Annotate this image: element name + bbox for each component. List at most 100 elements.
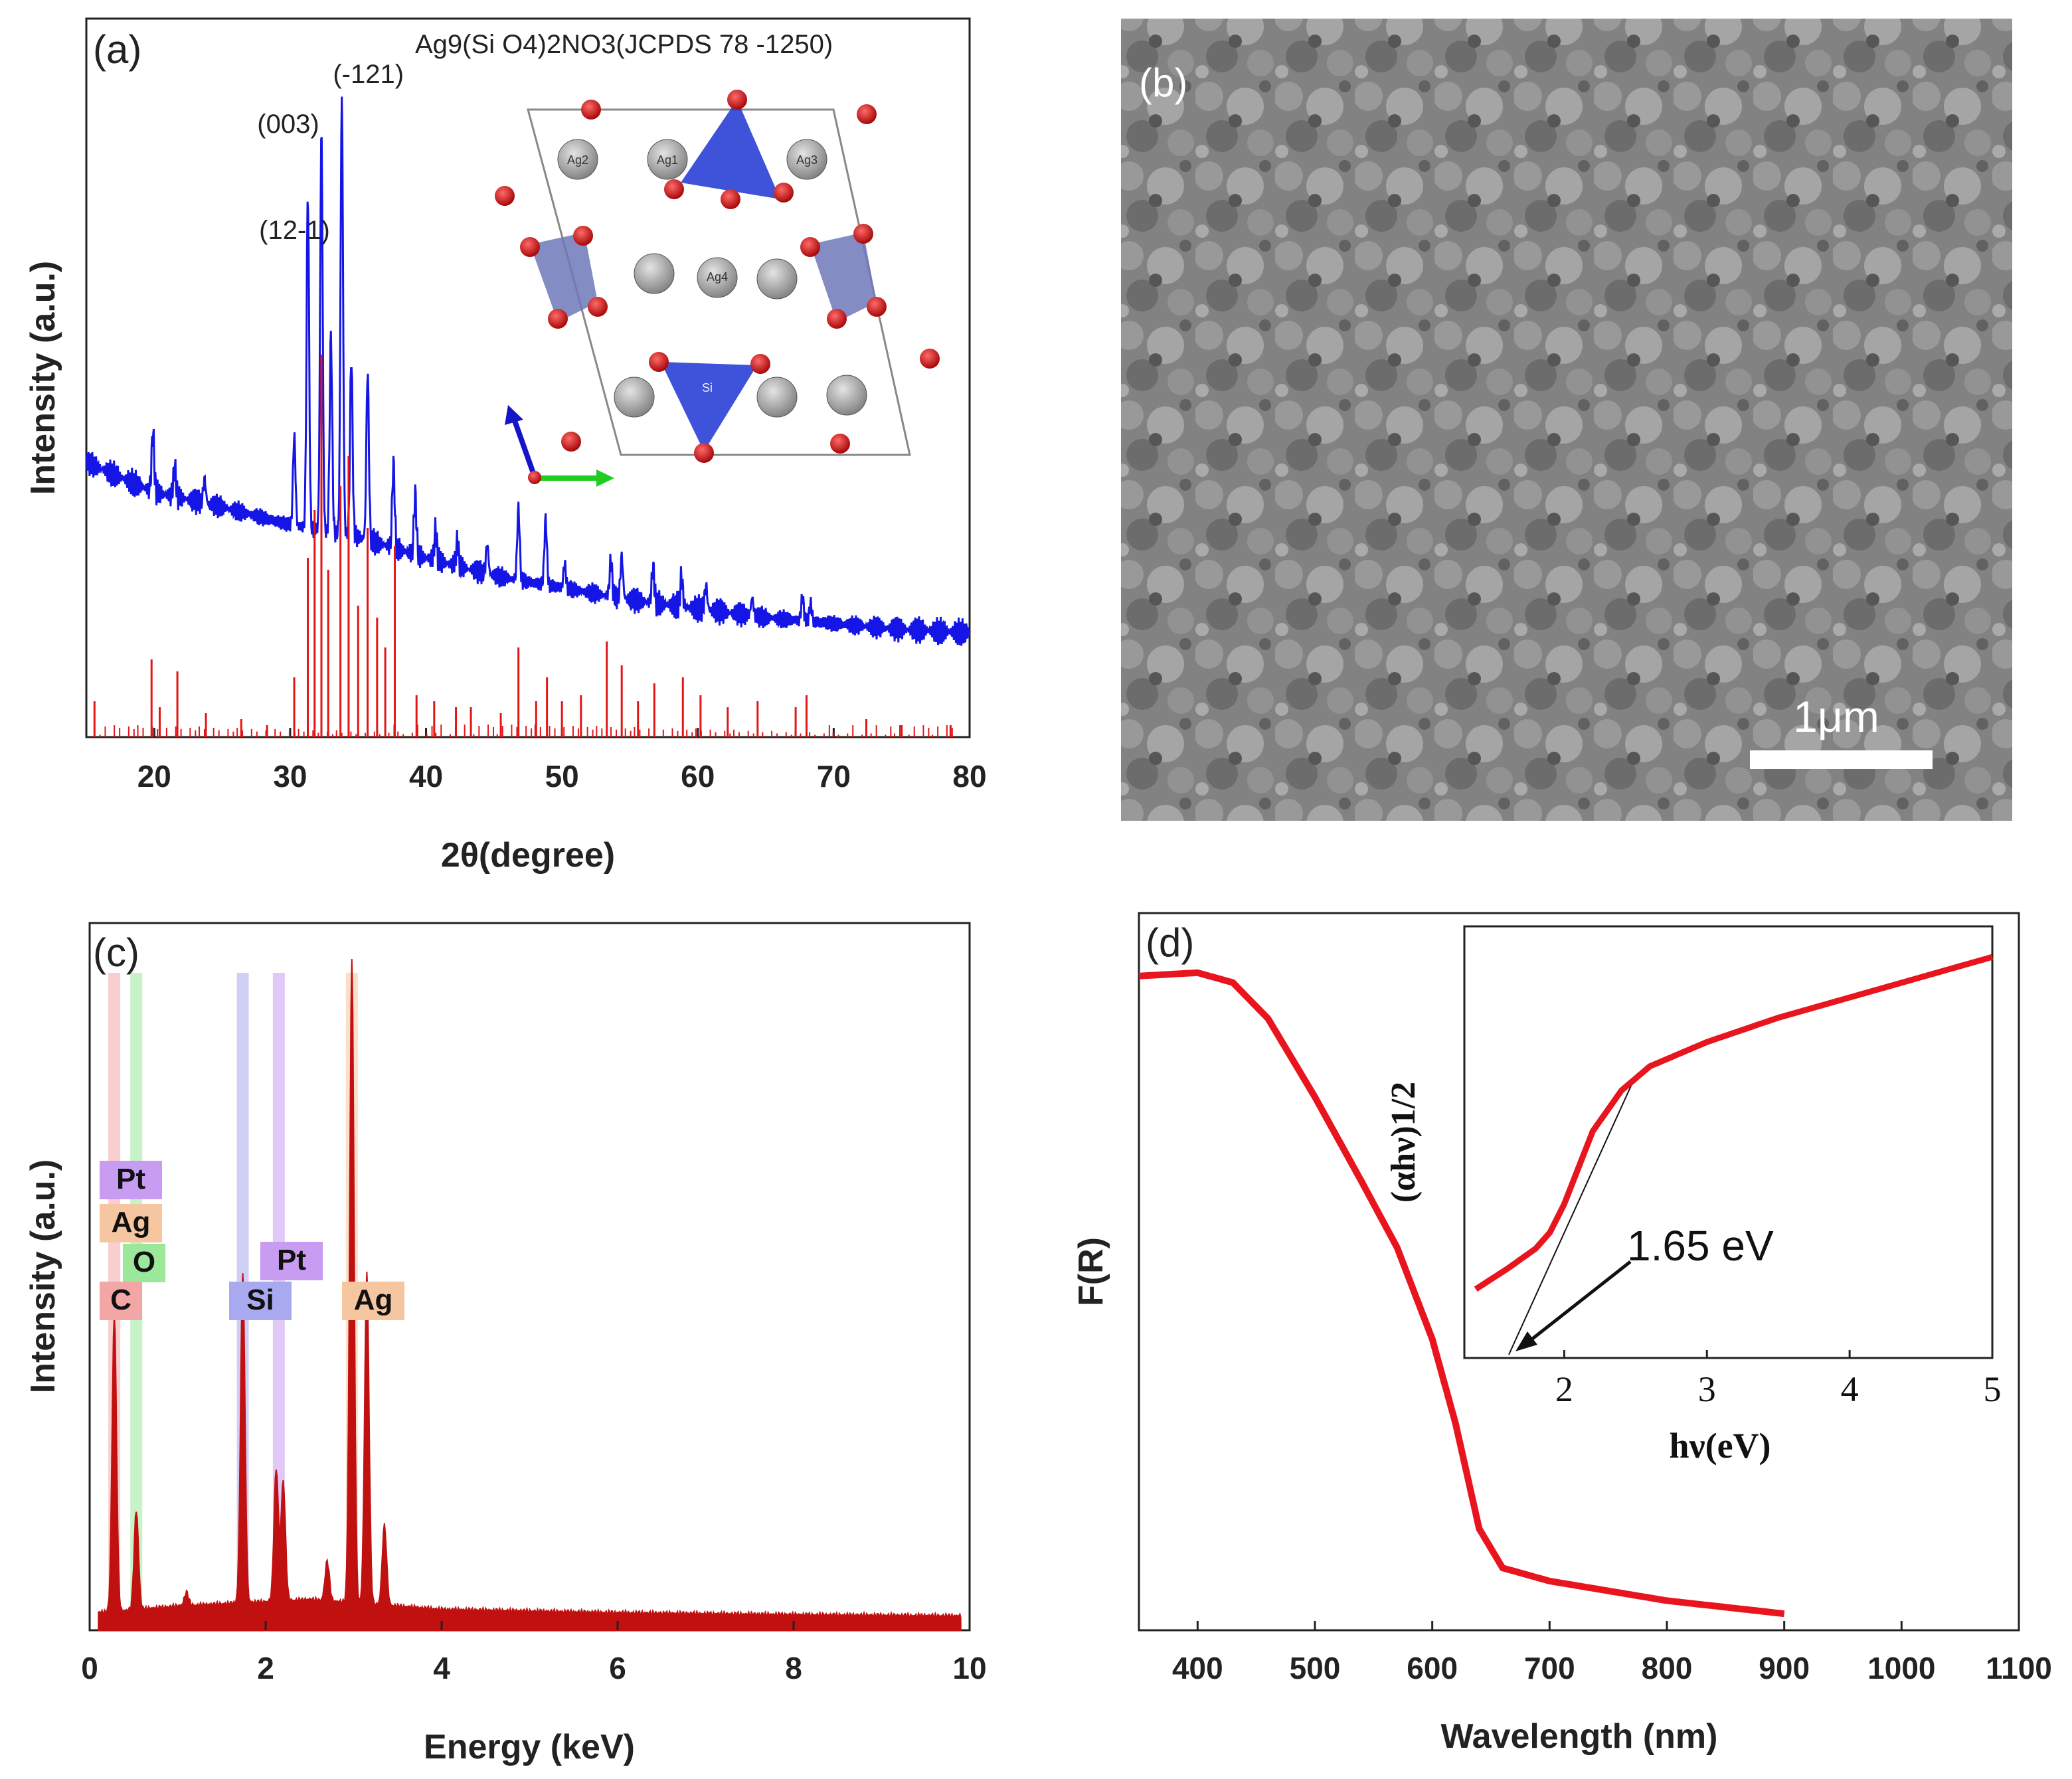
si-tetrahedron-right <box>810 232 877 322</box>
axis-b-arrowhead <box>596 469 614 487</box>
inset-annotation: 1.65 eV <box>1627 1222 1774 1270</box>
o-atom-4 <box>664 179 684 199</box>
panel-a-x-tick-label-70: 70 <box>817 759 851 794</box>
ag-atom-7 <box>756 377 798 418</box>
panel-c-x-tick-label-0: 0 <box>81 1651 98 1685</box>
o-atom-2 <box>857 104 877 124</box>
inset-x-ticks: 2 3 4 5 <box>1555 1350 2002 1409</box>
sem-scale-bar <box>1750 750 1933 769</box>
o-atom-9 <box>548 309 568 329</box>
panel-c-x-title: Energy (keV) <box>424 1728 635 1766</box>
o-atom-7 <box>520 237 540 257</box>
inset-tick-label-5: 5 <box>1984 1369 2002 1409</box>
panel-a-x-title: 2θ(degree) <box>441 836 615 875</box>
panel-a-tag: (a) <box>93 27 141 72</box>
atom-label-ag4: Ag4 <box>707 270 728 284</box>
o-atom-20 <box>920 349 940 369</box>
panel-a: 20 30 40 50 60 70 80 (12-1) (003) (-121) (a) Ag9… <box>24 17 987 875</box>
panel-d-x-tick-label-600: 600 <box>1407 1651 1458 1685</box>
axis-a-arrowhead <box>505 405 523 425</box>
element-label-box-0 <box>100 1161 162 1199</box>
ag-atom-5 <box>756 258 798 299</box>
panel-a-x-tick-label-40: 40 <box>409 759 443 794</box>
inset-y-title: (αhν)1/2 <box>1385 1082 1423 1203</box>
element-label-4: Si <box>246 1284 274 1316</box>
atom-label-ag3: Ag3 <box>796 153 818 167</box>
panel-d-x-tick-label-400: 400 <box>1172 1651 1223 1685</box>
inset-frame <box>1463 925 1994 1359</box>
o-atom-15 <box>649 352 669 372</box>
inset-tick-label-2: 2 <box>1555 1369 1573 1409</box>
panel-d-x-tick-label-1100: 1100 <box>1986 1651 2052 1685</box>
panel-d-x-title: Wavelength (nm) <box>1441 1717 1718 1756</box>
inset-curve <box>1474 954 1994 1292</box>
si-tetrahedron-top <box>681 100 780 199</box>
panel-a-x-tick-label-80: 80 <box>952 759 986 794</box>
ag-atom-3 <box>634 253 675 294</box>
axis-origin <box>528 471 541 484</box>
atom-label-ag1: Ag1 <box>657 153 678 167</box>
panel-a-frame <box>85 17 971 738</box>
o-atom-1 <box>727 90 747 110</box>
panel-d-x-tick-label-800: 800 <box>1642 1651 1693 1685</box>
element-label-3: C <box>110 1284 131 1316</box>
panel-c-frame <box>88 922 971 1632</box>
ag-atom-0 <box>557 139 598 180</box>
peak-label-0: (12-1) <box>259 216 330 245</box>
o-atoms <box>495 90 940 463</box>
panel-a-x-tick-label-50: 50 <box>545 759 579 794</box>
crystal-structure-inset: Ag2 Ag1 Ag3 Ag4 Si <box>495 90 940 487</box>
sem-shadow <box>1121 19 2012 821</box>
element-label-1: Ag <box>112 1206 151 1238</box>
ag-atom-8 <box>826 375 867 416</box>
element-label-0: Pt <box>116 1163 145 1195</box>
panel-a-x-tick-label-30: 30 <box>273 759 307 794</box>
ag-atom-2 <box>786 139 827 180</box>
element-label-6: Ag <box>354 1284 393 1316</box>
panel-b-tag: (b) <box>1139 60 1187 105</box>
panel-a-y-title: Intensity (a.u.) <box>24 261 62 495</box>
inset-tangent-line <box>1508 1076 1636 1355</box>
element-label-box-6 <box>342 1282 404 1320</box>
panel-c-x-tick-label-6: 6 <box>609 1651 626 1685</box>
sem-scale-label: 1μm <box>1793 692 1879 741</box>
si-tetrahedron-bottom <box>661 362 757 452</box>
atom-label-ag2: Ag2 <box>567 153 588 167</box>
panel-c-y-title: Intensity (a.u.) <box>24 1159 62 1393</box>
panel-d-x-ticks: 400 500 600 700 800 900 1000 1100 <box>1172 1621 2052 1685</box>
panel-a-sample-pattern <box>85 96 970 646</box>
panel-c-x-tick-label-8: 8 <box>785 1651 802 1685</box>
panel-d: 400 500 600 700 800 900 1000 1100 (d) F(R) Wave… <box>1072 912 2052 1756</box>
element-label-box-5 <box>260 1242 323 1280</box>
panel-d-x-tick-label-1000: 1000 <box>1867 1651 1935 1685</box>
panel-b: (b) 1μm <box>1121 19 2012 821</box>
element-label-box-3 <box>100 1282 142 1320</box>
panel-c-x-tick-label-10: 10 <box>952 1651 986 1685</box>
o-atom-10 <box>588 297 608 317</box>
element-label-box-1 <box>100 1204 162 1242</box>
sem-image <box>1121 19 2012 821</box>
element-label-box-2 <box>123 1244 165 1282</box>
axis-a-arrow <box>511 416 537 478</box>
panel-d-fr-curve <box>1138 969 1785 1618</box>
ag-atom-1 <box>647 139 688 180</box>
panel-a-x-ticks: 20 30 40 50 60 70 80 <box>137 728 987 794</box>
o-atom-16 <box>750 354 770 374</box>
panel-a-x-tick-label-20: 20 <box>137 759 171 794</box>
panel-a-reference-label: Ag9(Si O4)2NO3(JCPDS 78 -1250) <box>415 30 833 59</box>
panel-d-y-title: F(R) <box>1072 1237 1110 1306</box>
panel-d-frame <box>1138 912 2020 1632</box>
peak-label-2: (-121) <box>333 60 404 89</box>
panel-c-spectrum <box>98 959 962 1631</box>
panel-a-peak-labels: (12-1) (003) (-121) <box>257 60 404 245</box>
panel-c-x-tick-label-2: 2 <box>257 1651 274 1685</box>
o-atom-3 <box>495 186 515 206</box>
panel-d-x-tick-label-700: 700 <box>1524 1651 1575 1685</box>
panel-c-x-ticks: 0 2 4 6 8 10 <box>81 1621 987 1685</box>
element-label-box-4 <box>229 1282 292 1320</box>
ag-atoms <box>557 139 867 418</box>
panel-a-reference-sticks <box>93 355 953 737</box>
inset-annotation-arrow <box>1529 1260 1632 1341</box>
